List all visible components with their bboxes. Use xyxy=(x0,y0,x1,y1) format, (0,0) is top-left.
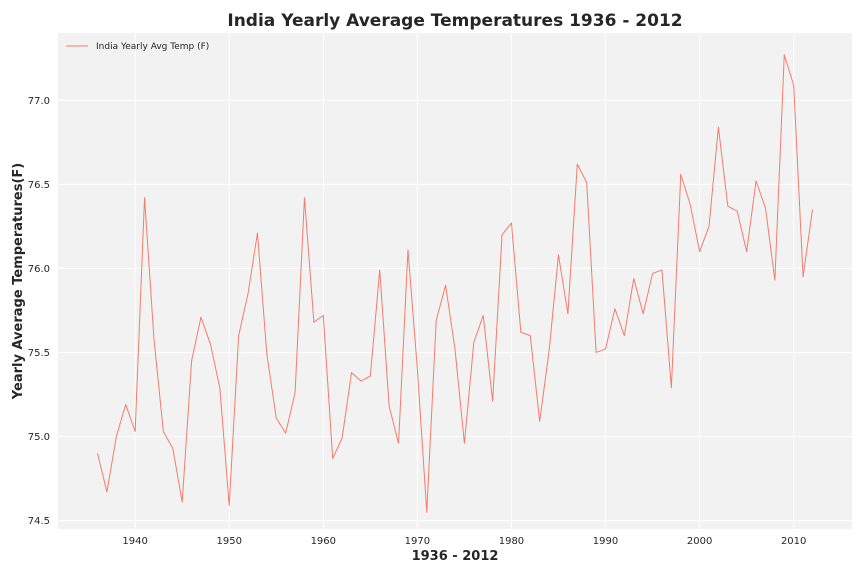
y-tick-label: 77.0 xyxy=(28,96,50,107)
series-layer xyxy=(97,54,813,513)
x-axis-label: 1936 - 2012 xyxy=(412,549,499,564)
y-tick-label: 76.0 xyxy=(28,264,50,275)
x-tick-label: 1940 xyxy=(122,536,147,547)
y-tick-label: 74.5 xyxy=(28,516,50,527)
x-tick-label: 1960 xyxy=(311,536,336,547)
x-tick-label: 2000 xyxy=(687,536,712,547)
plot-area xyxy=(58,33,852,529)
y-tick-label: 75.5 xyxy=(28,348,50,359)
x-tick-label: 1990 xyxy=(593,536,618,547)
legend-label: India Yearly Avg Temp (F) xyxy=(96,42,209,52)
x-tick-label: 1950 xyxy=(216,536,241,547)
x-tick-label: 1970 xyxy=(405,536,430,547)
y-axis-ticks: 74.5 75.0 75.5 76.0 76.5 77.0 xyxy=(28,96,50,527)
series-line xyxy=(97,54,813,513)
x-axis-ticks: 1940 1950 1960 1970 1980 1990 2000 2010 xyxy=(122,536,806,547)
chart-title: India Yearly Average Temperatures 1936 -… xyxy=(227,11,682,31)
y-tick-label: 75.0 xyxy=(28,432,50,443)
x-tick-label: 2010 xyxy=(781,536,806,547)
y-axis-label: Yearly Average Temperatures(F) xyxy=(11,163,26,400)
y-tick-label: 76.5 xyxy=(28,180,50,191)
x-tick-label: 1980 xyxy=(499,536,524,547)
legend: India Yearly Avg Temp (F) xyxy=(66,42,209,52)
